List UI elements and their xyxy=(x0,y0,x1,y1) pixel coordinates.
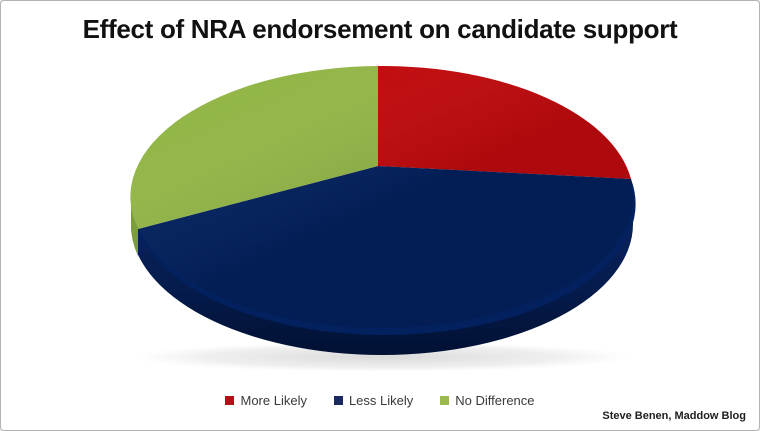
legend-item-more-likely: More Likely xyxy=(225,393,307,408)
legend-label-more-likely: More Likely xyxy=(240,393,307,408)
pie-slice-no-difference-side xyxy=(130,197,138,256)
legend-item-no-difference: No Difference xyxy=(440,393,535,408)
legend-label-no-difference: No Difference xyxy=(455,393,535,408)
legend-label-less-likely: Less Likely xyxy=(348,393,414,408)
legend-marker-more-likely xyxy=(225,396,235,405)
pie-top-shading xyxy=(131,66,633,328)
chart-legend: More Likely Less Likely No Difference xyxy=(1,393,759,408)
legend-marker-less-likely xyxy=(333,396,343,405)
chart-title: Effect of NRA endorsement on candidate s… xyxy=(82,14,678,44)
attribution-text: Steve Benen, Maddow Blog xyxy=(602,410,746,422)
legend-marker-no-difference xyxy=(440,396,450,405)
pie-shadow xyxy=(132,342,632,372)
legend-item-less-likely: Less Likely xyxy=(333,393,414,408)
